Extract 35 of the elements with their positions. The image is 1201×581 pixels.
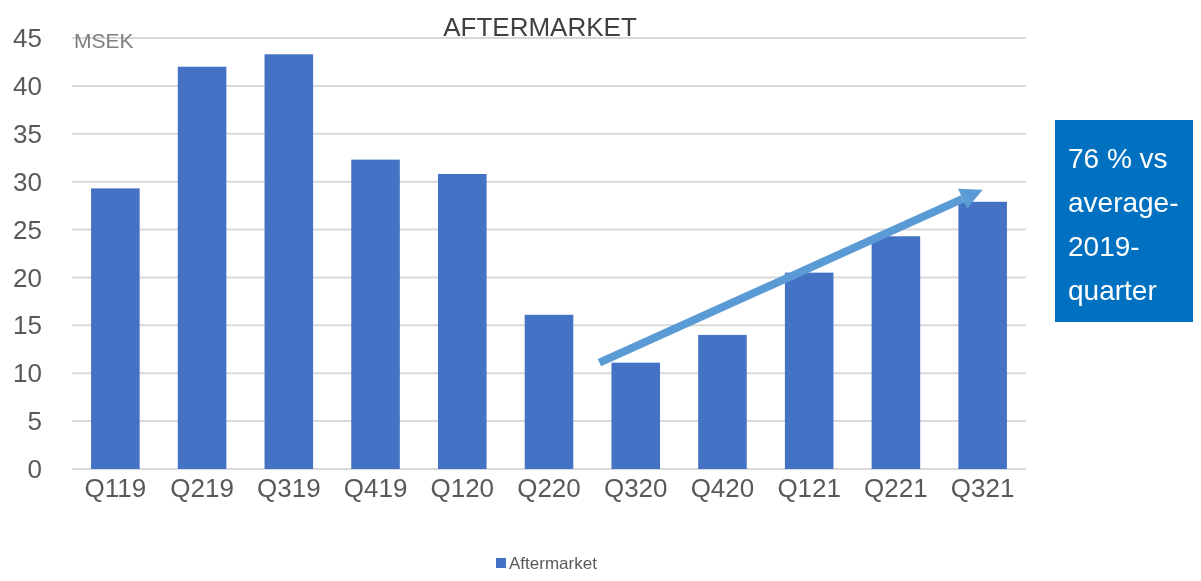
- text: 76 % vs average-2019-quarter: [1068, 143, 1179, 306]
- legend-label: Aftermarket: [509, 554, 598, 573]
- y-tick-label: 10: [13, 358, 42, 389]
- x-tick-label: Q119: [84, 473, 147, 503]
- bar: [611, 362, 661, 469]
- y-axis-title: MSEK: [74, 29, 134, 52]
- bar: [524, 314, 574, 469]
- x-tick-label: Q121: [777, 473, 841, 503]
- x-tick-label: Q220: [517, 473, 581, 503]
- chart-title: AFTERMARKET: [443, 12, 637, 42]
- x-tick-label: Q419: [343, 473, 408, 503]
- x-tick-label: Q319: [257, 473, 321, 503]
- x-tick-label: Q321: [950, 473, 1015, 503]
- bar: [91, 188, 140, 469]
- y-tick-label: 30: [13, 166, 42, 197]
- bar: [784, 272, 834, 469]
- y-tick-label: 0: [27, 454, 42, 485]
- x-tick-label: Q219: [170, 473, 234, 503]
- bar: [437, 174, 487, 469]
- bar: [698, 334, 747, 469]
- y-tick-label: 35: [13, 118, 42, 149]
- y-tick-label: 45: [13, 23, 42, 54]
- bar: [177, 66, 227, 469]
- y-tick-label: 20: [13, 262, 42, 293]
- y-tick-label: 5: [27, 406, 42, 437]
- x-tick-label: Q420: [690, 473, 755, 503]
- bar: [871, 236, 921, 469]
- x-tick-label: Q320: [603, 473, 668, 503]
- x-tick-label: Q221: [864, 473, 928, 503]
- bar: [264, 54, 314, 469]
- y-tick-label: 40: [13, 70, 42, 101]
- x-tick-label: Q120: [430, 473, 495, 503]
- y-tick-label: 25: [13, 214, 42, 245]
- y-tick-label: 15: [13, 310, 42, 341]
- bar: [351, 159, 400, 469]
